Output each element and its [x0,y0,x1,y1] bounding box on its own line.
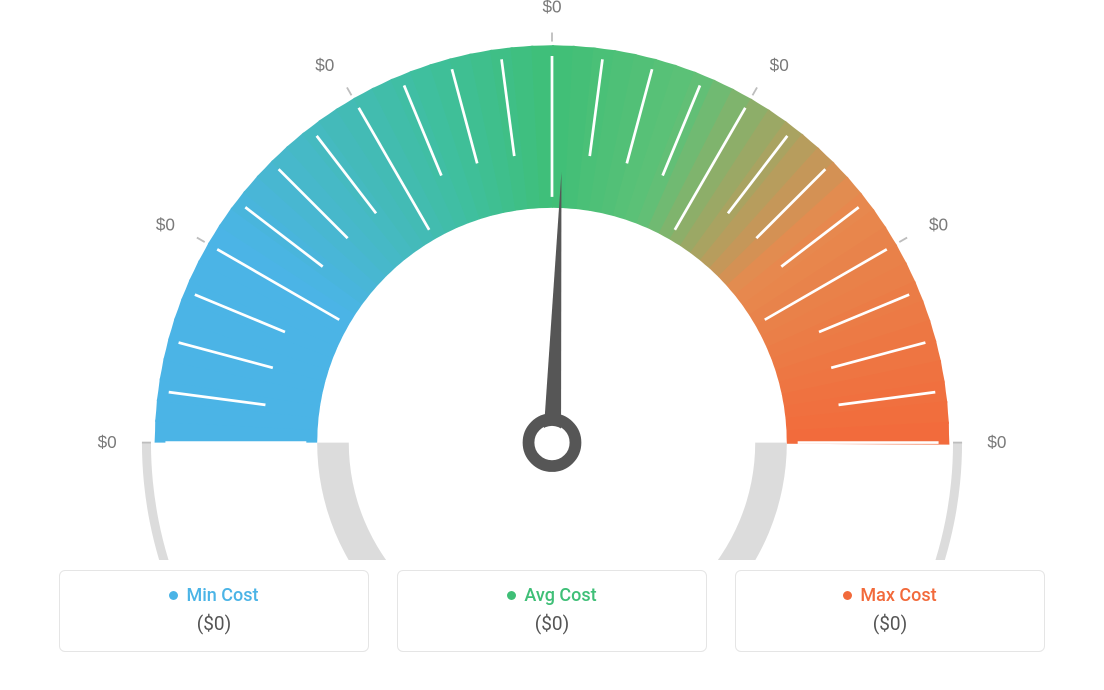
legend-dot-avg [507,591,516,600]
legend-value-avg: ($0) [398,612,706,635]
legend-label-avg: Avg Cost [398,585,706,606]
svg-text:$0: $0 [156,214,175,234]
legend-dot-min [169,591,178,600]
svg-text:$0: $0 [987,432,1006,452]
gauge-svg: $0 $0 $0 $0 $0 $0 $0 [0,0,1104,560]
svg-text:$0: $0 [98,432,117,452]
legend-value-max: ($0) [736,612,1044,635]
legend-label-max: Max Cost [736,585,1044,606]
legend-row: Min Cost ($0) Avg Cost ($0) Max Cost ($0… [0,570,1104,652]
legend-card-min: Min Cost ($0) [59,570,369,652]
svg-text:$0: $0 [770,55,789,75]
legend-text-max: Max Cost [860,585,936,606]
legend-label-min: Min Cost [60,585,368,606]
legend-dot-max [843,591,852,600]
svg-text:$0: $0 [929,214,948,234]
gauge-chart: $0 $0 $0 $0 $0 $0 $0 [0,0,1104,560]
legend-text-min: Min Cost [186,585,258,606]
svg-text:$0: $0 [315,55,334,75]
legend-card-max: Max Cost ($0) [735,570,1045,652]
legend-value-min: ($0) [60,612,368,635]
svg-text:$0: $0 [542,0,561,17]
legend-text-avg: Avg Cost [524,585,596,606]
legend-card-avg: Avg Cost ($0) [397,570,707,652]
